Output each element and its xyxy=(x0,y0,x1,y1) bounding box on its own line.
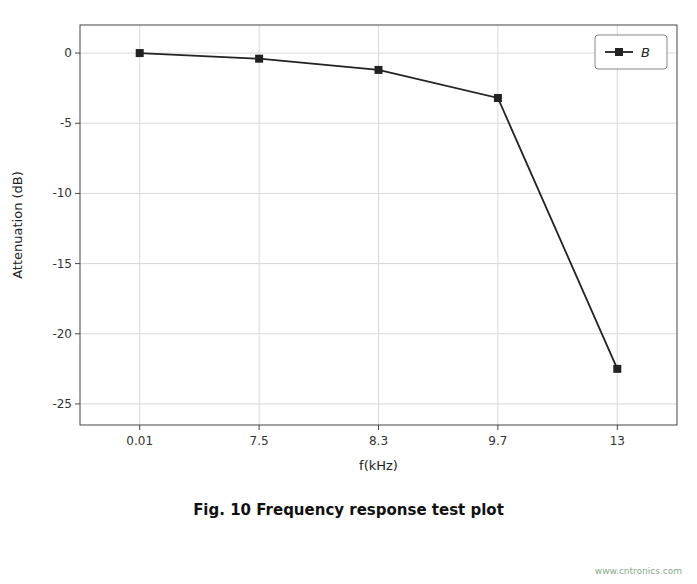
y-grid-line xyxy=(80,263,677,264)
y-tick xyxy=(75,53,80,54)
series-marker xyxy=(494,94,502,102)
series-marker xyxy=(136,49,144,57)
x-tick-label: 13 xyxy=(610,434,625,448)
chart: 0 -5 -10 -15 -20 -25 0.01 7.5 8.3 9.7 13 f(kHz) Atte… xyxy=(0,0,697,584)
series-marker xyxy=(375,66,383,74)
y-tick xyxy=(75,193,80,194)
y-tick xyxy=(75,333,80,334)
x-tick xyxy=(617,425,618,430)
x-tick xyxy=(139,425,140,430)
y-tick xyxy=(75,403,80,404)
x-tick-label: 8.3 xyxy=(369,434,388,448)
x-grid-line xyxy=(497,25,498,425)
x-tick xyxy=(378,425,379,430)
y-grid-line xyxy=(80,53,677,54)
series-line xyxy=(140,53,618,369)
y-tick-label: 0 xyxy=(64,46,72,60)
x-tick-label: 7.5 xyxy=(250,434,269,448)
x-tick-label: 9.7 xyxy=(488,434,507,448)
y-grid-line xyxy=(80,193,677,194)
series-marker xyxy=(613,365,621,373)
y-tick xyxy=(75,263,80,264)
y-tick-label: -25 xyxy=(52,397,72,411)
y-grid-line xyxy=(80,403,677,404)
y-axis-label: Attenuation (dB) xyxy=(10,171,25,279)
x-grid-line xyxy=(139,25,140,425)
watermark: www.cntronics.com xyxy=(595,566,682,576)
x-grid-line xyxy=(378,25,379,425)
y-tick-label: -20 xyxy=(52,327,72,341)
legend-marker xyxy=(615,48,623,56)
y-tick-label: -5 xyxy=(60,116,72,130)
y-tick xyxy=(75,123,80,124)
x-tick-label: 0.01 xyxy=(126,434,153,448)
y-tick-label: -15 xyxy=(52,257,72,271)
y-grid-line xyxy=(80,123,677,124)
series-marker xyxy=(255,55,263,63)
y-tick-label: -10 xyxy=(52,186,72,200)
legend: B xyxy=(595,35,667,69)
caption: Fig. 10 Frequency response test plot xyxy=(193,501,504,519)
plot-area xyxy=(136,49,622,373)
legend-box xyxy=(595,35,667,69)
legend-label: B xyxy=(641,45,650,60)
y-grid-line xyxy=(80,333,677,334)
x-grid-line xyxy=(259,25,260,425)
x-tick xyxy=(259,425,260,430)
x-axis-label: f(kHz) xyxy=(359,458,398,473)
plot-frame xyxy=(80,25,677,425)
x-tick xyxy=(497,425,498,430)
